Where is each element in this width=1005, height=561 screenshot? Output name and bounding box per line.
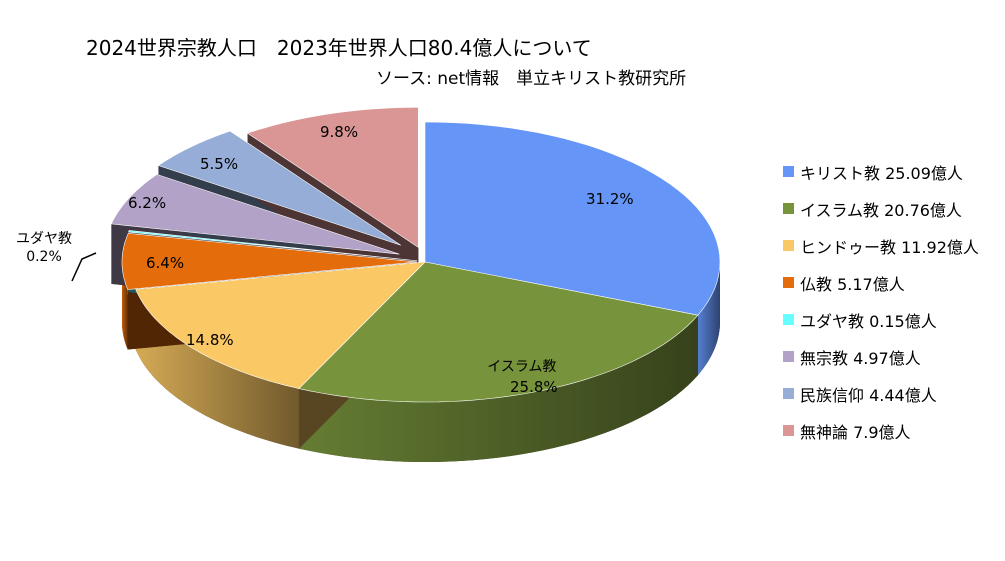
legend-item-judaism: ユダヤ教 0.15億人 — [783, 301, 979, 338]
pie-slice-judaism[interactable] — [128, 230, 418, 262]
legend-label: 民族信仰 4.44億人 — [800, 385, 937, 405]
legend-item-christianity: キリスト教 25.09億人 — [783, 153, 979, 190]
pie-slice-folk-religion[interactable] — [157, 130, 401, 246]
legend-item-folk-religion: 民族信仰 4.44億人 — [783, 375, 979, 412]
pie-slice-atheism[interactable] — [246, 107, 419, 248]
data-label-hinduism: 14.8% — [186, 331, 234, 349]
pie-slice-wall-christianity — [697, 262, 720, 376]
pie-slice-no-religion[interactable] — [110, 174, 400, 255]
data-label-no-religion: 6.2% — [128, 194, 167, 212]
pie-slice-wall-islam — [298, 315, 698, 462]
data-label-judaism: ユダヤ教 0.2% — [16, 230, 72, 266]
legend-item-hinduism: ヒンドゥー教 11.92億人 — [783, 227, 979, 264]
legend-label: 無神論 7.9億人 — [800, 422, 911, 442]
legend-swatch — [783, 314, 794, 325]
legend-swatch — [783, 203, 794, 214]
data-label-christianity: 31.2% — [586, 190, 634, 208]
legend-label: 無宗教 4.97億人 — [800, 348, 921, 368]
chart-subtitle: ソース: net情報 単立キリスト教研究所 — [376, 69, 687, 89]
pie-slice-hinduism[interactable] — [135, 261, 426, 389]
legend-item-islam: イスラム教 20.76億人 — [783, 190, 979, 227]
legend-swatch — [783, 277, 794, 288]
leader-line-judaism — [71, 252, 97, 282]
pie-slice-buddhism[interactable] — [121, 232, 418, 290]
legend-label: ヒンドゥー教 11.92億人 — [800, 237, 979, 257]
legend: キリスト教 25.09億人 イスラム教 20.76億人 ヒンドゥー教 11.92億人… — [783, 153, 979, 449]
data-label-judaism-name: ユダヤ教 — [16, 231, 72, 247]
legend-label: ユダヤ教 0.15億人 — [800, 311, 937, 331]
pie-slice-christianity[interactable] — [424, 121, 721, 316]
legend-item-buddhism: 仏教 5.17億人 — [783, 264, 979, 301]
legend-item-no-religion: 無宗教 4.97億人 — [783, 338, 979, 375]
data-label-islam-percent: 25.8% — [510, 378, 558, 396]
legend-swatch — [783, 351, 794, 362]
data-label-islam: イスラム教 25.8% — [486, 357, 558, 397]
legend-swatch — [783, 166, 794, 177]
legend-label: イスラム教 20.76億人 — [800, 200, 962, 220]
legend-swatch — [783, 388, 794, 399]
data-label-folk-religion: 5.5% — [200, 155, 239, 173]
legend-label: キリスト教 25.09億人 — [800, 163, 963, 183]
legend-item-atheism: 無神論 7.9億人 — [783, 412, 979, 449]
data-label-judaism-percent: 0.2% — [26, 249, 62, 265]
pie-slice-wall-hinduism — [135, 289, 299, 449]
legend-label: 仏教 5.17億人 — [800, 274, 905, 294]
data-label-islam-name: イスラム教 — [487, 359, 557, 375]
data-label-atheism: 9.8% — [320, 123, 359, 141]
data-label-buddhism: 6.4% — [146, 254, 185, 272]
pie-slice-islam[interactable] — [298, 261, 699, 403]
legend-swatch — [783, 240, 794, 251]
legend-swatch — [783, 425, 794, 436]
chart-title: 2024世界宗教人口 2023年世界人口80.4億人について — [86, 36, 592, 60]
